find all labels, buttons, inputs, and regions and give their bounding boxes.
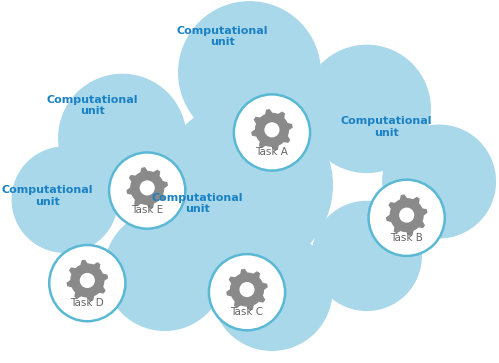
Text: Task D: Task D — [70, 298, 104, 308]
Circle shape — [109, 152, 185, 229]
Circle shape — [383, 125, 496, 238]
Polygon shape — [127, 168, 167, 208]
Polygon shape — [67, 260, 107, 301]
Circle shape — [162, 100, 332, 270]
Text: Computational
unit: Computational unit — [151, 192, 243, 214]
Polygon shape — [252, 110, 292, 150]
Text: Computational
unit: Computational unit — [176, 25, 268, 47]
Circle shape — [209, 254, 285, 330]
Circle shape — [140, 181, 154, 195]
Text: Computational
unit: Computational unit — [46, 94, 138, 116]
Circle shape — [105, 211, 225, 330]
Circle shape — [400, 208, 414, 222]
Text: Task C: Task C — [231, 307, 263, 317]
Circle shape — [80, 274, 94, 287]
Circle shape — [59, 74, 186, 201]
Circle shape — [234, 94, 310, 171]
Circle shape — [179, 2, 320, 143]
Circle shape — [265, 123, 279, 137]
Circle shape — [369, 180, 445, 256]
Circle shape — [303, 45, 430, 172]
Circle shape — [49, 245, 125, 321]
Polygon shape — [227, 269, 267, 310]
Circle shape — [212, 231, 332, 350]
Text: Task B: Task B — [390, 233, 423, 242]
Circle shape — [312, 201, 421, 310]
Text: Task A: Task A — [255, 147, 288, 157]
Circle shape — [12, 147, 117, 252]
Text: Task E: Task E — [131, 205, 163, 215]
Text: Computational
unit: Computational unit — [341, 116, 433, 138]
Polygon shape — [387, 195, 427, 235]
Circle shape — [240, 283, 254, 297]
Text: Computational
unit: Computational unit — [1, 185, 93, 207]
